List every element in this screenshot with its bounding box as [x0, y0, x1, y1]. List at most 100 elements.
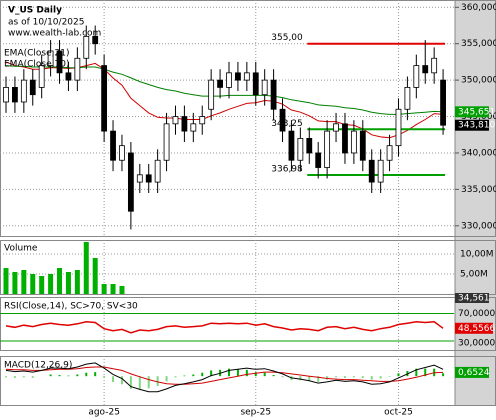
candle-body [110, 130, 116, 161]
candle-body [163, 123, 170, 161]
candle-body [56, 50, 63, 74]
histogram-bar [5, 376, 7, 378]
candle-body [226, 72, 232, 88]
histogram-bar [147, 376, 150, 389]
histogram-bar [299, 376, 302, 381]
histogram-bar [326, 376, 329, 380]
candle-body [208, 79, 215, 110]
histogram-bar [138, 376, 141, 389]
volume-bar [21, 270, 27, 294]
candle-body [29, 79, 36, 96]
histogram-bar [192, 374, 195, 377]
chart-title: V_US Daily [8, 6, 62, 16]
candle-body [47, 50, 54, 66]
histogram-bar [236, 369, 239, 377]
candle-body [243, 72, 250, 81]
histogram-bar [22, 376, 25, 378]
volume-bar [74, 270, 80, 294]
candle-body [181, 116, 188, 132]
level-label: 336,98 [271, 164, 303, 174]
candle-body [3, 87, 9, 103]
histogram-bar [13, 376, 16, 378]
candle-body [422, 65, 429, 74]
volume-bar [92, 258, 98, 294]
histogram-bar [228, 368, 230, 377]
histogram-bar [245, 369, 248, 377]
volume-bar [83, 242, 89, 294]
chart-subtitle: as of 10/10/2025 [8, 18, 84, 28]
histogram-bar [112, 376, 115, 382]
volume-bar [30, 274, 36, 294]
candle-body [342, 123, 348, 154]
last-label-box [455, 322, 493, 334]
volume-bar [101, 284, 107, 294]
histogram-bar [156, 376, 159, 386]
axis-panel [455, 0, 496, 406]
histogram-bar [76, 374, 79, 377]
candle-body [92, 36, 99, 45]
candle-body [333, 123, 339, 132]
y-tick-label: 355,000 [461, 39, 496, 49]
volume-bar [3, 268, 9, 294]
candle-body [74, 57, 81, 81]
histogram-bar [201, 372, 204, 377]
candle-body [297, 137, 304, 161]
y-tick-label: 360,000 [461, 3, 496, 13]
candle-body [270, 79, 277, 110]
candle-body [288, 130, 295, 161]
candle-body [172, 116, 179, 125]
candle-body [350, 130, 357, 154]
histogram-bar [388, 376, 391, 377]
candle-body [279, 108, 286, 132]
panel-title: RSI(Close,14), SC>70, SV<30 [4, 302, 138, 312]
histogram-bar [85, 372, 88, 377]
price-label: 343,810 [458, 121, 495, 131]
histogram-bar [308, 376, 311, 381]
candle-body [431, 57, 438, 74]
volume-bar [48, 274, 54, 294]
histogram-bar [94, 372, 97, 377]
histogram-bar [281, 376, 284, 378]
price-label-box [455, 119, 489, 131]
histogram-bar [254, 372, 257, 377]
candle-body [119, 145, 125, 161]
y-tick-label: 330,000 [461, 221, 496, 231]
candle-body [324, 130, 331, 168]
candle-body [83, 36, 90, 59]
last-label-box [455, 366, 489, 378]
price-label-box [455, 106, 489, 118]
histogram-bar [174, 376, 177, 378]
chart-source: www.wealth-lab.com [8, 29, 101, 39]
histogram-bar [272, 375, 275, 377]
candle-body [38, 65, 45, 88]
candle-body [368, 159, 375, 183]
histogram-bar [317, 376, 320, 382]
level-label: 355,00 [271, 33, 303, 43]
candle-body [386, 145, 393, 161]
x-tick-label: oct-25 [384, 408, 413, 418]
volume-bar [57, 268, 63, 294]
histogram-bar [370, 376, 373, 380]
histogram-bar [165, 376, 168, 382]
histogram-bar [129, 376, 132, 389]
candle-body [315, 152, 322, 168]
panel-title: MACD(12,26,9) [4, 361, 72, 371]
candle-body [404, 87, 411, 110]
histogram-bar [263, 372, 266, 377]
price-label: 345,651 [458, 107, 495, 117]
histogram-bar [442, 373, 445, 377]
rsi-line [5, 321, 444, 334]
histogram-bar [183, 375, 186, 377]
y-tick-label: 340,000 [461, 148, 496, 158]
histogram-bar [343, 376, 346, 378]
level-label: 343,25 [271, 119, 303, 129]
histogram-bar [361, 376, 364, 378]
macd-line [5, 362, 444, 393]
y-tick-label: 335,000 [461, 185, 496, 195]
volume-bar [39, 276, 45, 294]
candle-body [261, 79, 268, 96]
candle-body [190, 123, 197, 132]
histogram-bar [120, 376, 123, 385]
histogram-bar [397, 373, 400, 377]
